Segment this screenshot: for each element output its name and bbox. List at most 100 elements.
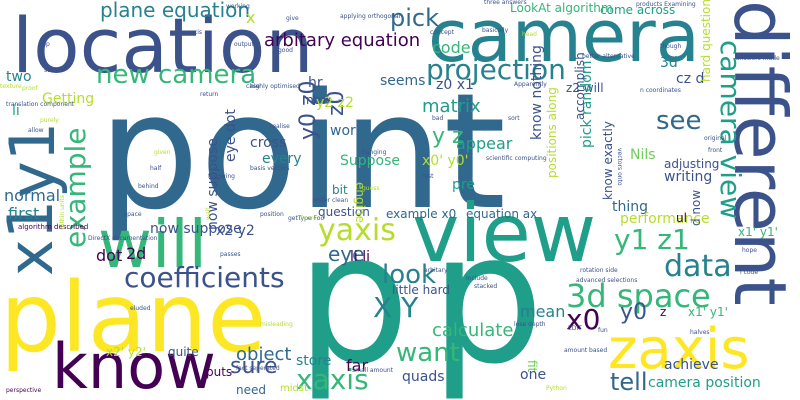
word-prefer-clean: prefer clean bbox=[312, 197, 349, 204]
word-x-y: X Y bbox=[373, 291, 419, 324]
word-apparently: Apparently bbox=[514, 81, 547, 88]
word-guess: guess bbox=[362, 185, 380, 192]
word-need: far bbox=[346, 356, 369, 375]
word-x1y1-prime: x1' y1' bbox=[688, 305, 728, 319]
word-point: point bbox=[98, 58, 507, 245]
word-score: Score bbox=[300, 215, 317, 222]
word-want: want bbox=[396, 338, 460, 368]
word-xaxis: xaxis bbox=[296, 363, 369, 396]
word-bit: bit bbox=[332, 183, 348, 197]
word-highly-optimised: highly optimised bbox=[250, 83, 300, 90]
word-small-amount: small amount bbox=[352, 367, 394, 374]
word-camera-position: camera position bbox=[648, 375, 761, 391]
word-ul: ul bbox=[676, 211, 687, 225]
word-wait: wait bbox=[205, 207, 212, 220]
word-amount-based: amount based bbox=[564, 347, 608, 354]
word-camera: camera bbox=[428, 0, 700, 78]
word-appear: appear bbox=[456, 134, 513, 153]
word-six: thing bbox=[612, 199, 649, 215]
word-thing: performance bbox=[620, 211, 710, 227]
word-p: p bbox=[430, 195, 545, 400]
word-d-now: x1' y1' bbox=[738, 225, 778, 239]
word-accomplish: accomplish bbox=[573, 52, 587, 120]
word-normal: normal bbox=[4, 186, 61, 205]
word-lookat-algorithm: LookAt algorithm bbox=[510, 1, 613, 15]
word-top: top bbox=[40, 41, 50, 48]
word-location: location bbox=[12, 1, 314, 90]
word-3d: 3d bbox=[660, 55, 678, 71]
word-hard-question: know exactly bbox=[601, 121, 615, 200]
word-python: Python bbox=[546, 385, 567, 392]
word-works: works bbox=[330, 123, 372, 139]
word-realise: realise bbox=[270, 123, 290, 130]
word-gettype-foo: getType Foo bbox=[288, 215, 325, 222]
word-eluded: eluded bbox=[130, 305, 151, 312]
word-new: new bbox=[306, 93, 331, 107]
word-suppose: Suppose bbox=[340, 153, 401, 169]
word-nils: Nils bbox=[630, 147, 656, 163]
word-calculate: calculate bbox=[432, 320, 514, 341]
word-return: return bbox=[200, 91, 219, 98]
word-purely: purely bbox=[40, 117, 59, 124]
word-half: half bbox=[150, 165, 162, 172]
word-advanced-selections: advanced selections bbox=[576, 277, 638, 284]
word-getting: Getting bbox=[42, 91, 95, 107]
word-li: li bbox=[12, 103, 20, 119]
word-y2-z2: y2 z2 bbox=[316, 95, 354, 111]
word-position: position bbox=[260, 211, 284, 218]
word-texture: texture bbox=[0, 83, 22, 90]
word-lose-depth: lose depth bbox=[514, 321, 546, 328]
word-within-units: within units bbox=[59, 195, 66, 230]
word-directx-documentation: DirectX documentation bbox=[88, 235, 158, 242]
word-y-z: y z bbox=[432, 124, 464, 149]
word-original: original bbox=[704, 135, 727, 142]
word-camera-view: camera view bbox=[714, 40, 747, 220]
word-l-code: l code bbox=[740, 269, 759, 276]
word-x2-y2: now suppose bbox=[150, 221, 242, 237]
word-y0: y0 bbox=[620, 300, 648, 325]
word-first: first bbox=[8, 204, 40, 223]
word-x0y0: x0' y0' bbox=[422, 153, 469, 169]
word-applying-orthogonal: applying orthogonal bbox=[340, 13, 401, 20]
word-arbitary-equation: arbitary equation bbox=[264, 30, 421, 51]
word-cross: cross bbox=[250, 135, 287, 151]
word-good: good bbox=[278, 47, 293, 54]
word-writing: writing bbox=[664, 169, 713, 185]
word-rotation-side: rotation side bbox=[580, 267, 618, 274]
word-perspective: perspective bbox=[6, 387, 42, 394]
word-stored: stored bbox=[44, 67, 63, 74]
word-cz-d: cz d bbox=[676, 71, 705, 87]
word-data: data bbox=[664, 249, 732, 284]
word-will: will bbox=[98, 206, 207, 283]
word-edit: EDIT bbox=[568, 325, 582, 332]
word-two: two bbox=[6, 69, 32, 85]
word-view: view bbox=[412, 187, 597, 280]
word-look: look bbox=[382, 260, 437, 290]
word-concept: concept bbox=[430, 29, 454, 36]
word-z0-x1: z0 x1 bbox=[436, 77, 474, 93]
word-hr: hr bbox=[308, 75, 323, 91]
word-case: case bbox=[246, 83, 260, 90]
word-given: given bbox=[154, 149, 171, 156]
word-plane-equation: plane equation bbox=[100, 0, 251, 22]
word-object: object bbox=[236, 344, 292, 365]
word-hope: hope bbox=[742, 247, 757, 254]
word-know: know bbox=[52, 330, 216, 400]
word-allow: allow bbox=[28, 127, 44, 134]
word-front: front bbox=[708, 147, 723, 154]
word-passes: passes bbox=[220, 251, 241, 258]
word-banging: banging bbox=[362, 149, 387, 156]
word-every: every bbox=[262, 151, 302, 167]
word-seems: seems bbox=[380, 73, 426, 89]
word-output: output bbox=[234, 41, 254, 48]
word-coefficients: coefficients bbox=[124, 261, 285, 294]
word-zaxis: zaxis bbox=[608, 317, 750, 382]
word-z: z bbox=[660, 305, 667, 319]
word-li-li: li li bbox=[350, 249, 371, 265]
word-see: see bbox=[656, 106, 702, 136]
word-pre: pre bbox=[452, 177, 475, 193]
word-one: one bbox=[520, 367, 547, 383]
word-code: code bbox=[432, 38, 471, 57]
word-working: working bbox=[226, 3, 250, 10]
word-fun: fun bbox=[598, 327, 608, 334]
